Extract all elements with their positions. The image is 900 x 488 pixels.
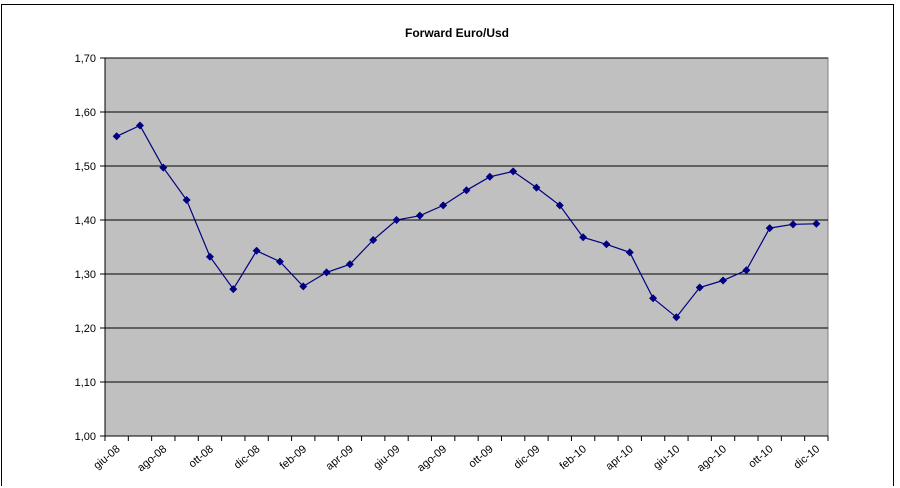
data-point xyxy=(299,282,308,291)
x-tick-label: giu-10 xyxy=(651,443,682,472)
data-point xyxy=(602,240,611,249)
x-tick-label: ago-08 xyxy=(135,443,169,474)
series-euro-usd xyxy=(112,121,821,322)
data-point xyxy=(182,196,191,205)
x-tick-label: ago-09 xyxy=(415,443,449,474)
data-point xyxy=(532,183,541,192)
y-tick-label: 1,70 xyxy=(75,53,96,65)
x-tick-label: feb-10 xyxy=(557,443,589,472)
line-chart: Forward Euro/Usd 1,00 1,10 1,20 1,30 1,40 1,5… xyxy=(75,26,829,474)
y-tick-label: 1,00 xyxy=(75,431,96,443)
data-point xyxy=(485,172,494,181)
data-point xyxy=(159,163,168,172)
x-tick-labels: giu-08 ago-08 ott-08 dic-08 feb-09 apr-09 giu-… xyxy=(91,443,822,474)
y-tick-label: 1,20 xyxy=(75,323,96,335)
x-tick-label: apr-10 xyxy=(604,443,636,473)
data-point xyxy=(719,276,728,285)
grid-lines xyxy=(105,57,828,383)
x-tick-label: giu-08 xyxy=(91,443,122,472)
data-point xyxy=(765,224,774,233)
data-point xyxy=(415,211,424,220)
y-tick-label: 1,50 xyxy=(75,161,96,173)
data-point xyxy=(439,201,448,210)
x-tick-label: feb-09 xyxy=(278,443,310,472)
x-tick-label: ago-10 xyxy=(695,443,729,474)
data-point xyxy=(555,201,564,210)
x-tick-label: ott-10 xyxy=(746,443,775,470)
data-point xyxy=(625,248,634,257)
y-tick-label: 1,60 xyxy=(75,107,96,119)
y-tick-label: 1,40 xyxy=(75,215,96,227)
data-point xyxy=(649,294,658,303)
y-tick-labels: 1,00 1,10 1,20 1,30 1,40 1,50 1,60 1,70 xyxy=(75,53,96,443)
x-tick-label: giu-09 xyxy=(371,443,402,472)
data-point xyxy=(205,252,214,261)
y-tick-label: 1,10 xyxy=(75,377,96,389)
data-point xyxy=(135,121,144,130)
data-point xyxy=(812,219,821,228)
data-point xyxy=(742,266,751,275)
x-tick-label: ott-09 xyxy=(466,443,495,470)
x-tick-label: dic-09 xyxy=(512,443,543,471)
data-point xyxy=(462,186,471,195)
data-point xyxy=(252,246,261,255)
data-point xyxy=(229,285,238,294)
data-point xyxy=(275,257,284,266)
chart-title: Forward Euro/Usd xyxy=(405,26,509,40)
data-point xyxy=(579,233,588,242)
data-point xyxy=(112,132,121,141)
data-point xyxy=(369,235,378,244)
x-tick-label: dic-08 xyxy=(232,443,263,471)
plot-area xyxy=(104,57,829,437)
chart-frame: Forward Euro/Usd 1,00 1,10 1,20 1,30 1,40 1,5… xyxy=(1,4,894,486)
data-point xyxy=(789,220,798,229)
x-tick-label: apr-09 xyxy=(324,443,356,473)
x-tick-label: dic-10 xyxy=(792,443,823,471)
data-point xyxy=(322,268,331,277)
axes xyxy=(100,57,829,441)
data-point xyxy=(509,167,518,176)
y-tick-label: 1,30 xyxy=(75,269,96,281)
data-point xyxy=(672,313,681,322)
x-tick-label: ott-08 xyxy=(187,443,216,470)
data-point xyxy=(392,216,401,224)
data-point xyxy=(695,283,704,292)
data-point xyxy=(345,260,354,269)
